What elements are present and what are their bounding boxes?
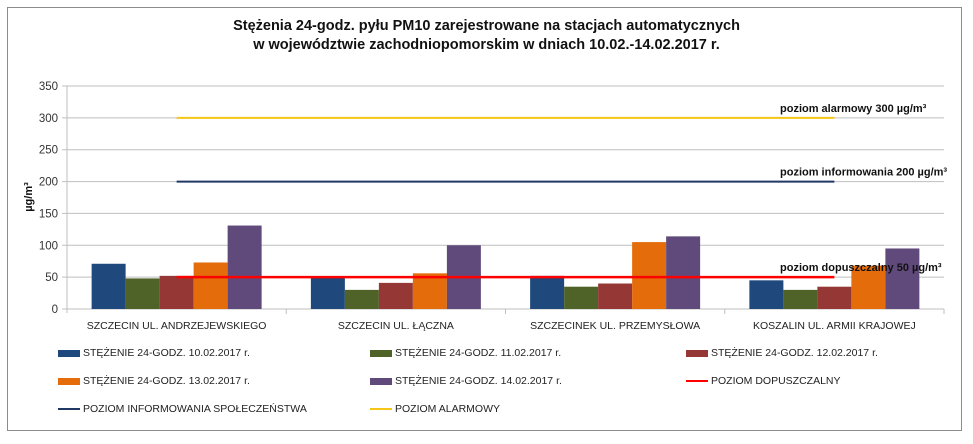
x-tick-label: SZCZECIN UL. ŁĄCZNA [338, 320, 454, 332]
legend-swatch [370, 377, 392, 385]
legend-item: STĘŻENIE 24-GODZ. 13.02.2017 r. [58, 375, 250, 387]
y-tick-label: 0 [52, 304, 58, 316]
bar [310, 277, 345, 309]
bar [783, 289, 818, 309]
chart-title-line-2: w województwie zachodniopomorskim w dnia… [253, 37, 720, 53]
y-tick-label: 300 [39, 113, 58, 125]
y-tick-label: 100 [39, 240, 58, 252]
legend-label: POZIOM ALARMOWY [395, 403, 501, 415]
x-tick-label: SZCZECINEK UL. PRZEMYSŁOWA [530, 320, 700, 332]
legend-swatch [58, 377, 80, 385]
bar [817, 286, 852, 309]
chart-frame [7, 7, 962, 431]
bar [91, 263, 126, 309]
legend-item: STĘŻENIE 24-GODZ. 11.02.2017 r. [370, 347, 561, 359]
legend-swatch [686, 349, 708, 357]
legend-item: POZIOM DOPUSZCZALNY [686, 375, 841, 387]
legend-label: POZIOM INFORMOWANIA SPOŁECZEŃSTWA [83, 403, 307, 415]
legend-label: POZIOM DOPUSZCZALNY [711, 375, 841, 387]
bar [159, 275, 194, 309]
y-tick-label: 350 [39, 81, 58, 93]
legend-label: STĘŻENIE 24-GODZ. 11.02.2017 r. [395, 347, 562, 359]
legend-swatch [686, 380, 708, 382]
bar [666, 236, 701, 309]
x-tick-label: KOSZALIN UL. ARMII KRAJOWEJ [753, 320, 916, 332]
reference-line-annotation: poziom alarmowy 300 µg/m³ [780, 103, 927, 115]
legend-item: POZIOM ALARMOWY [370, 403, 500, 415]
y-tick-label: 250 [39, 145, 58, 157]
legend-swatch [58, 408, 80, 410]
bar [530, 275, 565, 309]
legend-swatch [370, 408, 392, 410]
bar [412, 273, 447, 309]
chart-title: Stężenia 24-godz. pyłu PM10 zarejestrowa… [0, 17, 973, 55]
bar [344, 289, 379, 309]
bar [564, 286, 599, 309]
bar [227, 225, 262, 309]
legend-label: STĘŻENIE 24-GODZ. 14.02.2017 r. [395, 375, 562, 387]
legend-item: STĘŻENIE 24-GODZ. 10.02.2017 r. [58, 347, 250, 359]
legend-swatch [58, 349, 80, 357]
legend-label: STĘŻENIE 24-GODZ. 13.02.2017 r. [83, 375, 250, 387]
bar [632, 242, 667, 309]
bar [378, 282, 413, 309]
y-axis-label: µg/m³ [23, 182, 35, 212]
bar [193, 262, 228, 309]
x-tick-label: SZCZECIN UL. ANDRZEJEWSKIEGO [87, 320, 267, 332]
chart-title-line-1: Stężenia 24-godz. pyłu PM10 zarejestrowa… [233, 18, 740, 34]
legend-label: STĘŻENIE 24-GODZ. 10.02.2017 r. [83, 347, 250, 359]
bar [851, 265, 886, 309]
legend-item: STĘŻENIE 24-GODZ. 12.02.2017 r. [686, 347, 878, 359]
legend-item: STĘŻENIE 24-GODZ. 14.02.2017 r. [370, 375, 562, 387]
y-tick-label: 200 [39, 177, 58, 189]
y-tick-label: 150 [39, 208, 58, 220]
legend-item: POZIOM INFORMOWANIA SPOŁECZEŃSTWA [58, 403, 307, 415]
legend-swatch [370, 349, 392, 357]
y-tick-label: 50 [45, 272, 58, 284]
bar [885, 248, 920, 309]
reference-line-annotation: poziom informowania 200 µg/m³ [780, 167, 947, 179]
bar [598, 283, 633, 309]
legend-label: STĘŻENIE 24-GODZ. 12.02.2017 r. [711, 347, 878, 359]
reference-line-annotation: poziom dopuszczalny 50 µg/m³ [780, 262, 942, 274]
bar [749, 280, 784, 309]
bar [125, 278, 160, 309]
